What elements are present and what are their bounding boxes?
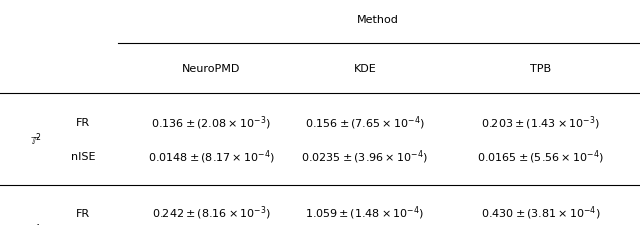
Text: $0.136 \pm (2.08 \times 10^{-3})$: $0.136 \pm (2.08 \times 10^{-3})$	[151, 114, 271, 131]
Text: $\mathbb{T}^4$: $\mathbb{T}^4$	[29, 221, 41, 225]
Text: $0.242 \pm (8.16 \times 10^{-3})$: $0.242 \pm (8.16 \times 10^{-3})$	[152, 204, 271, 221]
Text: TPB: TPB	[530, 64, 552, 74]
Text: $\mathbb{T}^2$: $\mathbb{T}^2$	[29, 131, 41, 148]
Text: FR: FR	[76, 118, 90, 128]
Text: $0.430 \pm (3.81 \times 10^{-4})$: $0.430 \pm (3.81 \times 10^{-4})$	[481, 204, 600, 221]
Text: $0.203 \pm (1.43 \times 10^{-3})$: $0.203 \pm (1.43 \times 10^{-3})$	[481, 114, 600, 131]
Text: $0.0235 \pm (3.96 \times 10^{-4})$: $0.0235 \pm (3.96 \times 10^{-4})$	[301, 148, 428, 165]
Text: $0.0165 \pm (5.56 \times 10^{-4})$: $0.0165 \pm (5.56 \times 10^{-4})$	[477, 148, 604, 165]
Text: $0.156 \pm (7.65 \times 10^{-4})$: $0.156 \pm (7.65 \times 10^{-4})$	[305, 114, 425, 131]
Text: $1.059 \pm (1.48 \times 10^{-4})$: $1.059 \pm (1.48 \times 10^{-4})$	[305, 204, 424, 221]
Text: FR: FR	[76, 208, 90, 218]
Text: NeuroPMD: NeuroPMD	[182, 64, 241, 74]
Text: nISE: nISE	[71, 151, 95, 161]
Text: $0.0148 \pm (8.17 \times 10^{-4})$: $0.0148 \pm (8.17 \times 10^{-4})$	[148, 148, 275, 165]
Text: KDE: KDE	[353, 64, 376, 74]
Text: Method: Method	[356, 15, 399, 25]
